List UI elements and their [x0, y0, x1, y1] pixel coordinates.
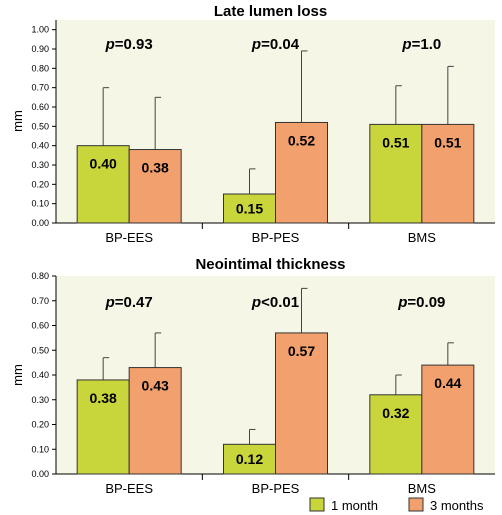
data-label: 0.57	[288, 343, 315, 359]
bar	[128, 367, 182, 475]
x-category-label: BP-PES	[252, 230, 300, 245]
x-category-label: BP-EES	[105, 481, 153, 496]
y-tick-label: 0.10	[31, 199, 49, 209]
y-tick-label: 0.30	[31, 395, 49, 405]
y-tick-label: 0.50	[31, 121, 49, 131]
bar	[369, 123, 423, 224]
x-category-label: BP-PES	[252, 481, 300, 496]
y-tick-label: 0.80	[31, 63, 49, 73]
legend-swatch	[408, 497, 424, 512]
p-value-label: p=0.93	[105, 36, 153, 53]
data-label: 0.12	[236, 451, 263, 467]
y-tick-label: 0.70	[31, 296, 49, 306]
chart-panel-1: Late lumen loss mm 0.00 0.10 0.20 0.30 0.40 0.5…	[10, 3, 495, 245]
data-label: 0.44	[434, 375, 461, 391]
chart-panel-2: Neointimal thickness mm 0.00 0.10 0.20 0.30 0.…	[10, 256, 495, 496]
p-value-label: p=0.09	[397, 294, 445, 311]
legend: 1 month 3 months	[309, 497, 484, 513]
y-tick-label: 0.40	[31, 370, 49, 380]
y-tick-label: 1.00	[31, 25, 49, 35]
y-tick-label: 0.00	[31, 218, 49, 228]
y-tick-label: 0.30	[31, 160, 49, 170]
bar	[223, 443, 276, 475]
y-tick-label: 0.60	[31, 102, 49, 112]
bar	[76, 379, 130, 475]
y-tick-label: 0.20	[31, 420, 49, 430]
y-tick-label: 0.50	[31, 345, 49, 355]
data-label: 0.38	[142, 160, 169, 176]
bar	[275, 332, 328, 475]
y-axis-label: mm	[10, 110, 25, 132]
x-category-label: BMS	[408, 230, 437, 245]
bar	[223, 193, 276, 224]
bar	[421, 364, 475, 475]
bar	[128, 149, 182, 224]
p-value-label: p=0.04	[251, 36, 300, 53]
legend-label: 3 months	[430, 498, 484, 513]
data-label: 0.52	[288, 132, 315, 148]
legend-label: 1 month	[331, 498, 378, 513]
data-label: 0.51	[382, 134, 409, 150]
y-tick-label: 0.80	[31, 271, 49, 281]
bar	[76, 145, 130, 224]
y-axis-label: mm	[10, 364, 25, 386]
p-value-label: p=0.47	[105, 294, 153, 311]
chart-title: Late lumen loss	[214, 3, 327, 20]
y-tick-label: 0.10	[31, 444, 49, 454]
y-tick-label: 0.70	[31, 83, 49, 93]
y-tick-label: 0.00	[31, 469, 49, 479]
data-label: 0.15	[236, 201, 263, 217]
chart-title: Neointimal thickness	[195, 256, 345, 273]
data-label: 0.43	[142, 378, 169, 394]
bar	[421, 123, 475, 224]
data-label: 0.51	[434, 134, 461, 150]
y-tick-label: 0.90	[31, 44, 49, 54]
data-label: 0.38	[90, 390, 117, 406]
data-label: 0.32	[382, 405, 409, 421]
x-category-label: BP-EES	[105, 230, 153, 245]
p-value-label: p<0.01	[251, 294, 299, 311]
legend-swatch	[309, 497, 325, 512]
y-tick-label: 0.60	[31, 321, 49, 331]
y-tick-label: 0.40	[31, 141, 49, 151]
y-tick-label: 0.20	[31, 179, 49, 189]
data-label: 0.40	[90, 156, 117, 172]
bar	[275, 121, 328, 224]
p-value-label: p=1.0	[401, 36, 441, 53]
x-category-label: BMS	[408, 481, 437, 496]
